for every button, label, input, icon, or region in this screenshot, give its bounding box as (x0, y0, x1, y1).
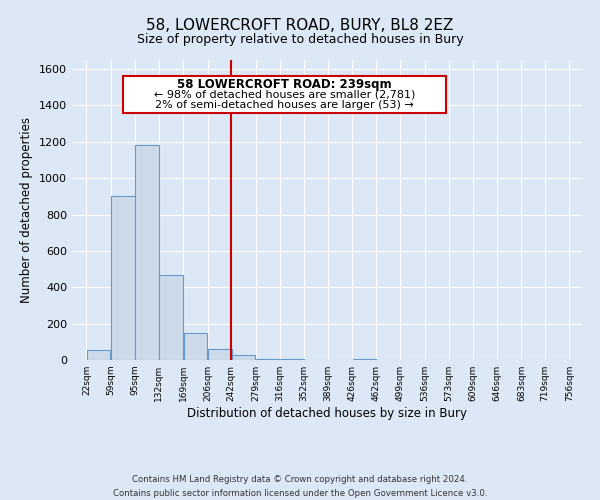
Text: 58 LOWERCROFT ROAD: 239sqm: 58 LOWERCROFT ROAD: 239sqm (177, 78, 392, 91)
Bar (111, 196, 135, 360)
Bar (184, 332, 207, 360)
FancyBboxPatch shape (124, 76, 446, 112)
Bar (87, 350, 110, 360)
Y-axis label: Number of detached properties: Number of detached properties (20, 117, 34, 303)
X-axis label: Distribution of detached houses by size in Bury: Distribution of detached houses by size … (187, 407, 467, 420)
Bar (135, 144, 158, 360)
Text: Contains HM Land Registry data © Crown copyright and database right 2024.
Contai: Contains HM Land Registry data © Crown c… (113, 476, 487, 498)
Bar (208, 349, 232, 360)
Text: 58, LOWERCROFT ROAD, BURY, BL8 2EZ: 58, LOWERCROFT ROAD, BURY, BL8 2EZ (146, 18, 454, 32)
Text: 2% of semi-detached houses are larger (53) →: 2% of semi-detached houses are larger (5… (155, 100, 414, 110)
Text: ← 98% of detached houses are smaller (2,781): ← 98% of detached houses are smaller (2,… (154, 90, 415, 100)
Bar (280, 359, 304, 360)
Bar (159, 274, 183, 360)
Bar (256, 359, 280, 360)
Text: Size of property relative to detached houses in Bury: Size of property relative to detached ho… (137, 32, 463, 46)
Bar (232, 354, 255, 360)
